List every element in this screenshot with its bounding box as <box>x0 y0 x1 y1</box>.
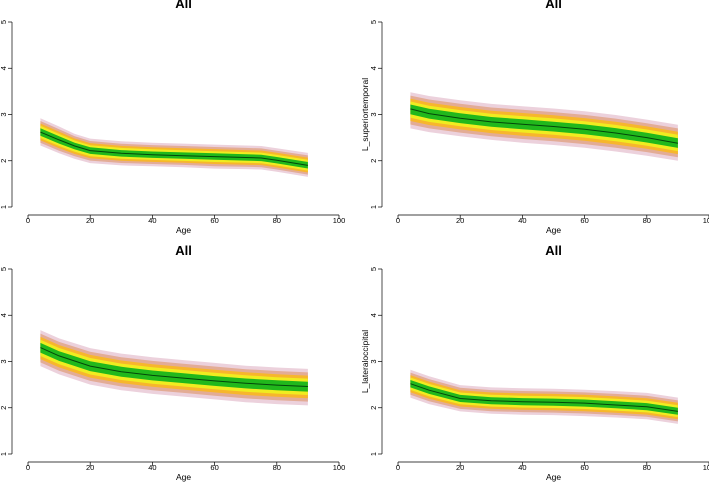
y-tick-label: 4 <box>369 66 378 70</box>
panel-3: 020406080100Age12345L_superiorfrontalAll <box>0 243 345 482</box>
median-line <box>40 131 308 166</box>
y-tick-label: 5 <box>0 267 8 271</box>
x-tick-label: 20 <box>456 463 464 472</box>
x-tick-label: 0 <box>396 216 400 225</box>
x-axis-label: Age <box>176 225 191 235</box>
x-tick-label: 60 <box>210 463 218 472</box>
percentile-band-5 <box>40 128 308 169</box>
y-tick-label: 1 <box>369 452 378 456</box>
y-tick-label: 5 <box>369 20 378 24</box>
y-tick-label: 4 <box>0 313 8 317</box>
y-tick-label: 4 <box>0 66 8 70</box>
y-tick-label: 1 <box>0 452 8 456</box>
panel-1: 020406080100Age12345L_superiorparietalAl… <box>0 0 345 235</box>
y-tick-label: 2 <box>0 159 8 163</box>
y-tick-label: 1 <box>0 205 8 209</box>
x-axis-label: Age <box>546 472 561 482</box>
percentile-band-5 <box>40 342 308 392</box>
x-tick-label: 80 <box>643 216 651 225</box>
x-tick-label: 0 <box>26 463 30 472</box>
x-tick-label: 0 <box>396 463 400 472</box>
percentile-band-5 <box>410 380 678 415</box>
chart-title: All <box>175 0 192 11</box>
x-tick-label: 100 <box>703 463 709 472</box>
x-tick-label: 40 <box>148 216 156 225</box>
y-tick-label: 5 <box>369 267 378 271</box>
y-tick-label: 5 <box>0 20 8 24</box>
x-tick-label: 20 <box>86 463 94 472</box>
y-tick-label: 3 <box>0 359 8 363</box>
x-tick-label: 40 <box>148 463 156 472</box>
x-tick-label: 20 <box>456 216 464 225</box>
median-line <box>410 108 678 144</box>
x-tick-label: 80 <box>643 463 651 472</box>
x-tick-label: 80 <box>273 463 281 472</box>
x-axis-label: Age <box>176 472 191 482</box>
x-axis-label: Age <box>546 225 561 235</box>
x-tick-label: 100 <box>333 216 346 225</box>
x-tick-label: 100 <box>703 216 709 225</box>
y-tick-label: 2 <box>0 406 8 410</box>
x-tick-label: 40 <box>518 216 526 225</box>
y-axis-label: L_lateraloccipital <box>360 330 370 393</box>
y-tick-label: 3 <box>0 112 8 116</box>
x-tick-label: 60 <box>580 463 588 472</box>
chart-title: All <box>545 243 562 258</box>
median-line <box>410 383 678 412</box>
x-tick-label: 80 <box>273 216 281 225</box>
x-tick-label: 100 <box>333 463 346 472</box>
y-tick-label: 3 <box>369 112 378 116</box>
y-tick-label: 1 <box>369 205 378 209</box>
x-tick-label: 20 <box>86 216 94 225</box>
y-tick-label: 4 <box>369 313 378 317</box>
panel-2: 0 20 40 60 80 100 Age 1 2 3 4 5 L_superiortemporal Al… <box>360 0 709 235</box>
chart-title: All <box>175 243 192 258</box>
x-tick-label: 60 <box>580 216 588 225</box>
median-line <box>40 347 308 387</box>
y-tick-label: 2 <box>369 406 378 410</box>
x-tick-label: 0 <box>26 216 30 225</box>
x-tick-label: 60 <box>210 216 218 225</box>
y-tick-label: 3 <box>369 359 378 363</box>
y-axis-label: L_superiortemporal <box>360 78 370 151</box>
y-tick-label: 2 <box>369 159 378 163</box>
chart-title: All <box>545 0 562 11</box>
x-tick-label: 40 <box>518 463 526 472</box>
panel-4: 0 20 40 60 80 100 Age 1 2 3 4 5 L_lateraloccipital Al… <box>360 243 709 482</box>
